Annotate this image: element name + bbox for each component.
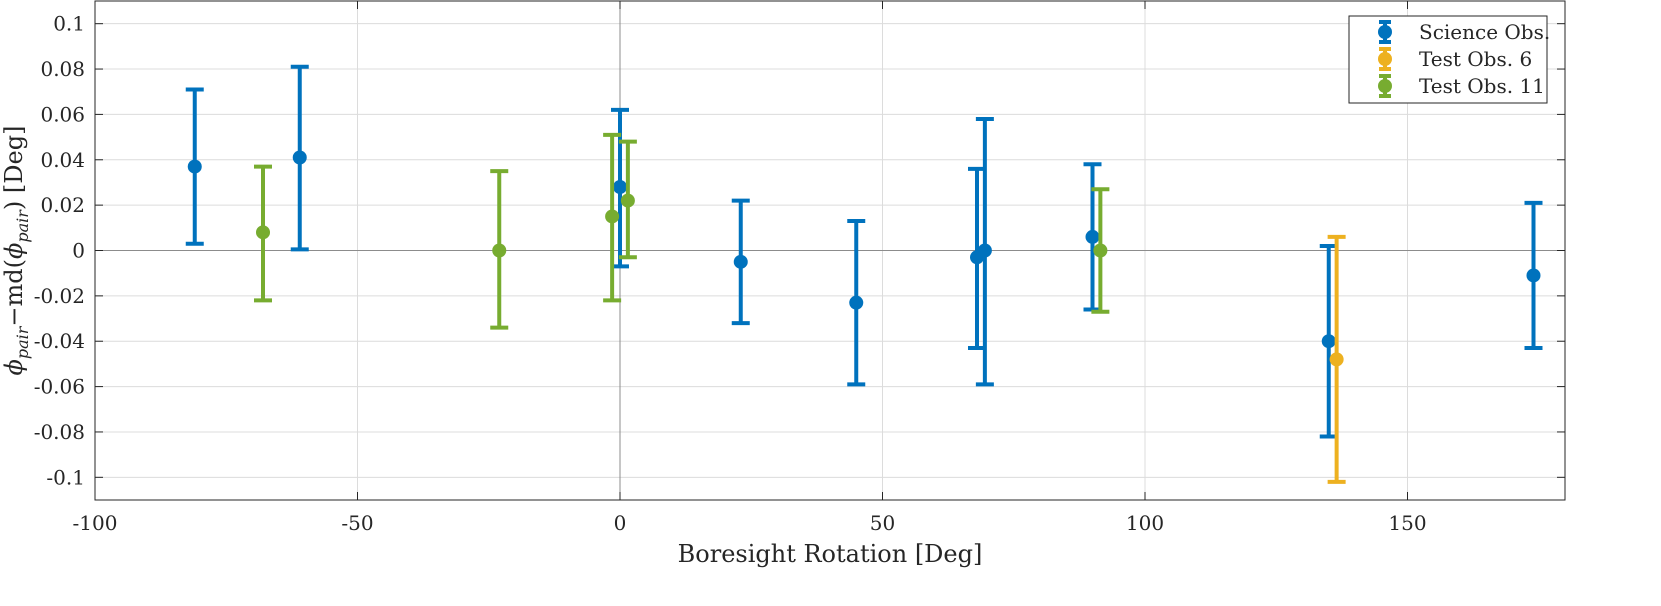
- series-science-obs: [185, 64, 1543, 439]
- y-label-minus: −md(: [0, 259, 28, 327]
- ticks: -100 -50 0 50 100 150 0.1 0.08 0.06 0.04 0.02 0 -0.0…: [34, 1, 1565, 535]
- y-tick-label: 0.04: [40, 148, 85, 172]
- data-point: [256, 225, 270, 240]
- data-point: [292, 150, 307, 165]
- series-test-obs-6: [1327, 234, 1346, 484]
- legend-entry-label: Test Obs. 11: [1419, 74, 1545, 98]
- legend-marker: [1378, 25, 1392, 39]
- data-point: [1321, 334, 1336, 349]
- x-tick-label: -50: [341, 511, 373, 535]
- y-tick-label: -0.08: [34, 420, 85, 444]
- data-point: [1526, 268, 1541, 283]
- y-tick-label: -0.04: [34, 329, 85, 353]
- data-point: [1085, 229, 1100, 244]
- y-tick-label: 0.06: [40, 102, 85, 126]
- data-point: [620, 193, 635, 208]
- data-point: [605, 209, 620, 224]
- legend-entry-label: Science Obs.: [1419, 20, 1550, 44]
- data-point: [613, 179, 627, 194]
- data-point: [1329, 352, 1344, 367]
- y-label-close: ) [Deg]: [0, 126, 28, 211]
- series-test-obs-11: [254, 132, 1110, 330]
- data-point: [492, 243, 507, 258]
- y-tick-label: -0.06: [34, 375, 85, 399]
- legend-marker: [1378, 79, 1392, 93]
- y-tick-label: -0.02: [34, 284, 85, 308]
- y-tick-label: -0.1: [46, 465, 85, 489]
- y-axis-label: ϕpair−md(ϕpair) [Deg]: [0, 126, 32, 376]
- y-tick-label: 0: [72, 239, 85, 263]
- data-point: [977, 243, 992, 258]
- data-point: [1093, 243, 1108, 258]
- data-point: [849, 295, 864, 310]
- y-tick-label: 0.08: [40, 57, 85, 81]
- legend-marker: [1378, 52, 1392, 66]
- y-tick-label: 0.02: [40, 193, 85, 217]
- y-label-phi-2: ϕ: [0, 243, 28, 259]
- x-tick-label: 50: [870, 511, 895, 535]
- y-label-phi: ϕ: [0, 359, 28, 375]
- y-label-sub: pair: [13, 325, 32, 359]
- legend-entry-label: Test Obs. 6: [1419, 47, 1532, 71]
- zero-lines: [95, 1, 1565, 500]
- series-layer: [185, 64, 1543, 484]
- x-tick-label: -100: [73, 511, 118, 535]
- legend: Science Obs. Test Obs. 6 Test Obs. 11: [1348, 15, 1550, 104]
- x-tick-label: 100: [1126, 511, 1164, 535]
- x-tick-label: 150: [1388, 511, 1426, 535]
- y-label-sub-2: pair: [13, 209, 32, 243]
- y-tick-label: 0.1: [53, 12, 85, 36]
- x-axis-label: Boresight Rotation [Deg]: [678, 540, 983, 568]
- x-tick-label: 0: [614, 511, 627, 535]
- data-point: [187, 159, 202, 174]
- data-point: [733, 254, 748, 269]
